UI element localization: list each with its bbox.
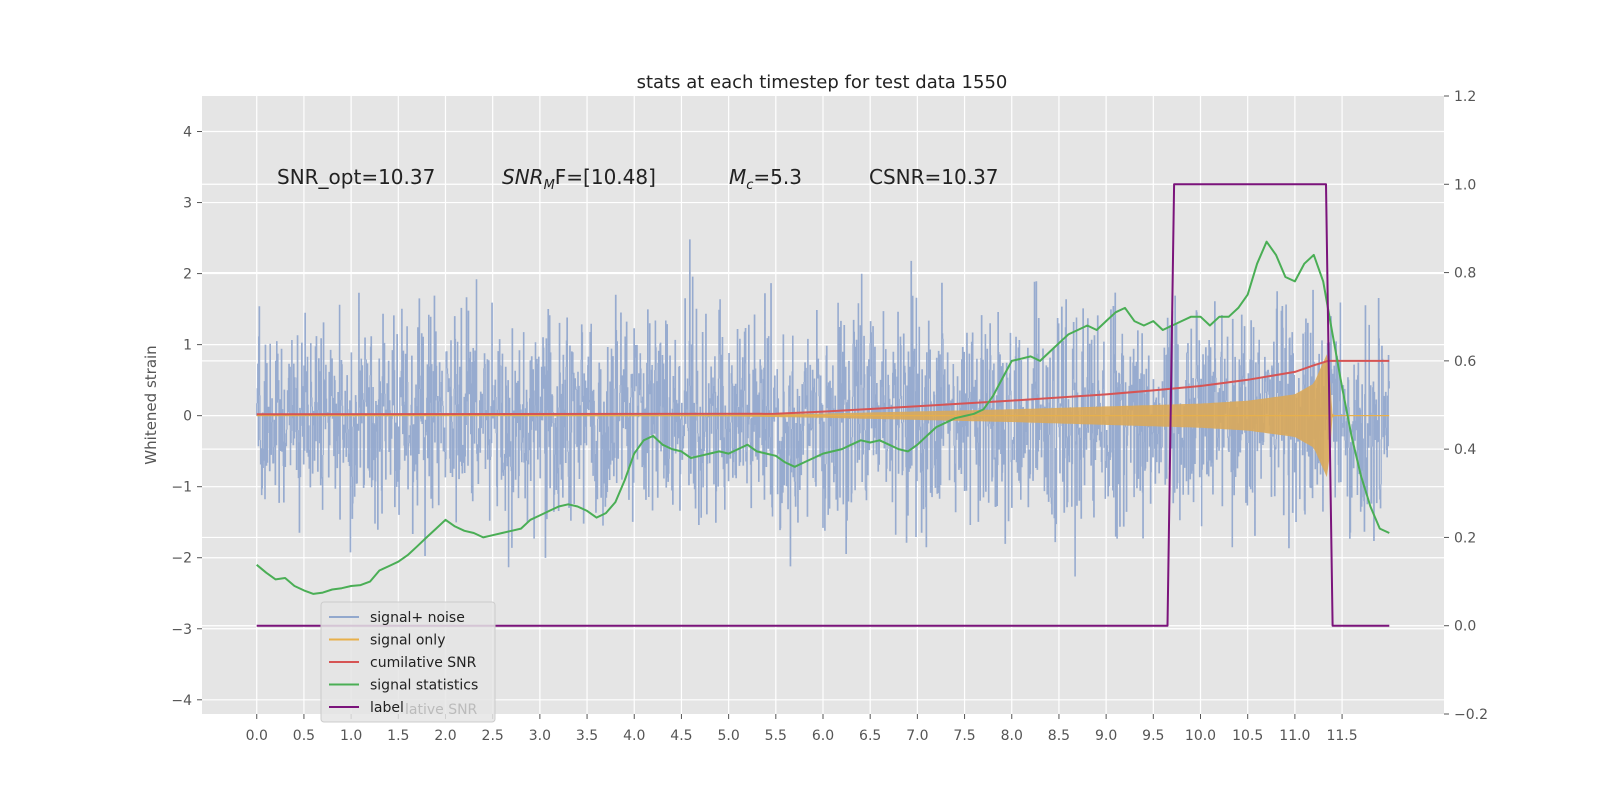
- legend-frame: [320, 601, 496, 723]
- y-tick-label: −1: [171, 480, 192, 496]
- y2-tick-label: 1.0: [1454, 177, 1476, 193]
- x-tick-label: 5.5: [765, 728, 787, 744]
- series-lines: [256, 183, 1390, 627]
- x-tick-label: 11.5: [1326, 728, 1357, 744]
- x-tick-label: 0.0: [246, 728, 268, 744]
- chart-title: stats at each timestep for test data 155…: [637, 72, 1008, 93]
- legend-label: signal only: [370, 633, 445, 649]
- axis-ticks: 0.0 0.5 1.0 1.5 2.0 2.5 3.0 3.5 4.0 4.5 5.0 5.5 6.0 6…: [171, 89, 1488, 744]
- x-tick-label: 8.5: [1048, 728, 1070, 744]
- y2-tick-label: 0.4: [1454, 442, 1476, 458]
- x-tick-label: 0.5: [293, 728, 315, 744]
- y-tick-label: 3: [183, 196, 192, 212]
- legend-label: cumilative SNR: [370, 655, 477, 671]
- legend-label: signal statistics: [370, 678, 478, 694]
- x-tick-label: 2.5: [482, 728, 504, 744]
- x-tick-label: 3.5: [576, 728, 598, 744]
- legend-label: label: [370, 700, 404, 716]
- y2-tick-label: 0.0: [1454, 619, 1476, 635]
- y-tick-label: 2: [183, 267, 192, 283]
- legend-ghost-text: lative SNR: [405, 702, 478, 718]
- x-tick-label: 6.5: [859, 728, 881, 744]
- annotations: SNR_opt=10.37 SNRMF=[10.48] Mc=5.3 CSNR=…: [277, 165, 999, 193]
- x-tick-label: 3.0: [529, 728, 551, 744]
- y2-tick-label: 0.2: [1454, 530, 1476, 546]
- y-tick-label: 4: [183, 125, 192, 141]
- y2-tick-label: 0.6: [1454, 354, 1476, 370]
- x-tick-label: 9.5: [1142, 728, 1164, 744]
- legend-label: signal+ noise: [370, 610, 465, 626]
- y-tick-label: −2: [171, 551, 192, 567]
- legend: lative SNR signal+ noise signal only cumil…: [320, 601, 496, 723]
- x-tick-label: 5.0: [717, 728, 739, 744]
- series-signal-only: [256, 354, 1390, 478]
- annotation-snr-opt: SNR_opt=10.37: [277, 165, 435, 189]
- cumulative-snr-line: [256, 359, 1390, 416]
- y-axis-label: Whitened strain: [142, 345, 160, 464]
- y2-tick-label: 0.8: [1454, 266, 1476, 282]
- x-tick-label: 7.5: [953, 728, 975, 744]
- x-tick-label: 10.0: [1185, 728, 1216, 744]
- y-tick-label: 1: [183, 338, 192, 354]
- annotation-snr-mf: SNRMF=[10.48]: [502, 165, 656, 193]
- x-tick-label: 6.0: [812, 728, 834, 744]
- x-tick-label: 1.5: [387, 728, 409, 744]
- x-tick-label: 8.0: [1001, 728, 1023, 744]
- y-tick-label: −3: [171, 622, 192, 638]
- y2-tick-label: 1.2: [1454, 89, 1476, 105]
- annotation-mc: Mc=5.3: [729, 165, 802, 193]
- y2-tick-label: −0.2: [1454, 707, 1488, 723]
- x-tick-label: 10.5: [1232, 728, 1263, 744]
- x-tick-label: 2.0: [434, 728, 456, 744]
- x-tick-label: 4.0: [623, 728, 645, 744]
- signal-statistics-line: [256, 240, 1390, 595]
- x-tick-label: 1.0: [340, 728, 362, 744]
- x-tick-label: 9.0: [1095, 728, 1117, 744]
- y-tick-label: 0: [183, 409, 192, 425]
- annotation-csnr: CSNR=10.37: [869, 165, 999, 189]
- label-line: [256, 183, 1390, 627]
- x-tick-label: 7.0: [906, 728, 928, 744]
- y-tick-label: −4: [171, 693, 192, 709]
- x-tick-label: 4.5: [670, 728, 692, 744]
- x-tick-label: 11.0: [1279, 728, 1310, 744]
